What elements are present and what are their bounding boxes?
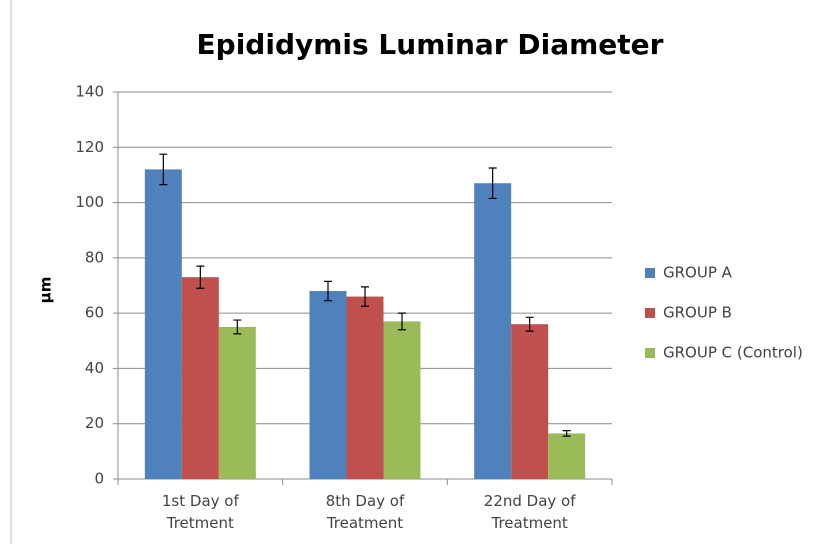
error-bar <box>159 153 168 186</box>
bar <box>511 324 549 479</box>
bar <box>218 326 256 479</box>
error-bar <box>233 319 242 335</box>
bar <box>383 321 421 479</box>
legend-label: GROUP B <box>663 304 732 322</box>
error-bar <box>196 265 205 289</box>
bar <box>181 277 219 479</box>
x-tick-label: 8th Day of Treatment <box>325 492 405 532</box>
y-tick-label: 140 <box>75 83 104 101</box>
y-tick-label: 40 <box>85 359 104 377</box>
y-tick-label: 0 <box>94 470 104 488</box>
bar <box>548 433 586 479</box>
error-bar <box>324 280 332 302</box>
x-tick-label: 1st Day of Tretment <box>161 492 239 532</box>
error-bar <box>398 312 406 331</box>
legend-label: GROUP C (Control) <box>663 344 803 362</box>
legend-swatch <box>645 348 655 358</box>
y-tick-label: 100 <box>75 193 104 211</box>
legend-swatch <box>645 268 655 278</box>
y-axis-label: µm <box>37 277 55 304</box>
legend-swatch <box>645 308 655 318</box>
error-bar <box>562 430 571 437</box>
y-tick-label: 20 <box>85 414 104 432</box>
chart-title: Epididymis Luminar Diameter <box>197 28 664 61</box>
error-bar <box>488 167 497 200</box>
y-tick-label: 120 <box>75 138 104 156</box>
y-tick-label: 80 <box>85 248 104 266</box>
bar <box>346 296 384 479</box>
legend-label: GROUP A <box>663 264 733 282</box>
y-tick-label: 60 <box>85 304 104 322</box>
error-bar <box>525 316 534 332</box>
x-tick-label: 22nd Day of Treatment <box>483 492 576 532</box>
bar <box>144 169 182 479</box>
bar <box>309 291 347 479</box>
bar <box>474 183 512 479</box>
error-bar <box>361 286 369 307</box>
